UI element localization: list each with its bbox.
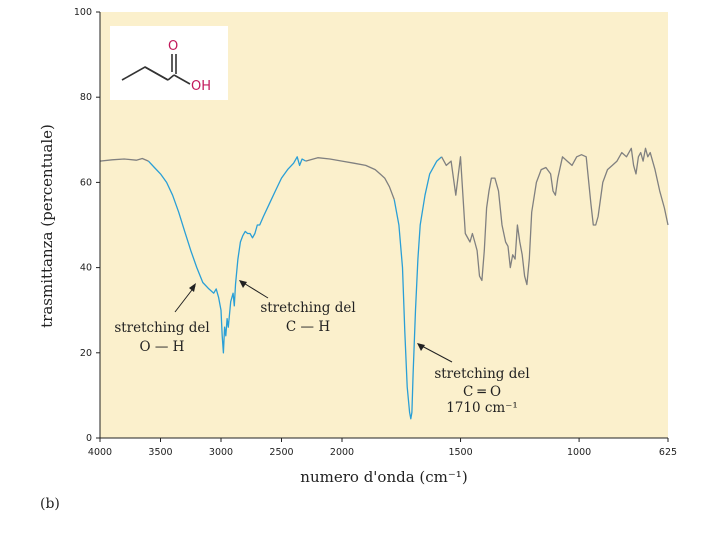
annotation-co-line2: C ═ O [463, 384, 501, 400]
annotation-co-line3: 1710 cm⁻¹ [446, 400, 518, 416]
x-tick-label-1500: 1500 [448, 447, 472, 458]
x-tick-label-1000: 1000 [567, 447, 591, 458]
x-tick-label-2500: 2500 [269, 447, 293, 458]
annotation-oh-arrowhead-icon [189, 283, 196, 292]
x-tick-label-4000: 4000 [88, 447, 112, 458]
series-line-segment-2 [305, 157, 395, 200]
series-line-segment-0 [99, 157, 149, 162]
hydroxyl-label: OH [191, 79, 211, 94]
c-c-bond-icon [144, 66, 169, 81]
x-tick-label-3500: 3500 [148, 447, 172, 458]
annotation-co: stretching del C ═ O 1710 cm⁻¹ [417, 343, 530, 416]
series-line-segment-3 [393, 156, 443, 420]
y-tick-label-20: 20 [80, 348, 92, 359]
annotation-oh-line1: stretching del [114, 320, 209, 336]
y-tick-label-100: 100 [74, 7, 92, 18]
molecule-inset: O OH [110, 26, 228, 100]
annotation-ch-line2: C — H [286, 319, 330, 335]
y-tick-label-80: 80 [80, 92, 92, 103]
y-tick-label-0: 0 [86, 433, 92, 444]
x-tick-label-625: 625 [659, 447, 677, 458]
annotation-ch: stretching del C — H [239, 280, 356, 335]
y-axis-title: trasmittanza (percentuale) [38, 124, 56, 328]
x-axis-title: numero d'onda (cm⁻¹) [300, 468, 467, 486]
series-layer [99, 147, 669, 420]
c-c-bond2-icon [167, 74, 175, 81]
annotation-oh: stretching del O — H [114, 283, 210, 355]
series-line-segment-1 [147, 156, 307, 354]
molecule-box [110, 26, 228, 100]
y-tick-label-60: 60 [80, 177, 92, 188]
annotation-ch-arrow [241, 281, 269, 299]
annotation-co-arrow [419, 344, 453, 363]
c-o-bond-icon [173, 74, 191, 85]
annotation-oh-line2: O — H [140, 339, 185, 355]
annotation-oh-arrow [174, 285, 196, 313]
x-tick-label-3000: 3000 [209, 447, 233, 458]
annotation-ch-arrowhead-icon [239, 280, 247, 288]
axis-layer: 0 20 40 60 80 100 4000 3500 3000 2500 2000 1500 1000… [74, 7, 677, 458]
x-tick-label-2000: 2000 [330, 447, 354, 458]
panel-label: (b) [40, 496, 60, 512]
annotation-co-arrowhead-icon [417, 343, 425, 351]
series-line-segment-4 [441, 147, 669, 286]
annotation-ch-line1: stretching del [260, 300, 355, 316]
carbonyl-oxygen-label: O [168, 39, 178, 54]
y-tick-label-40: 40 [80, 263, 92, 274]
annotation-co-line1: stretching del [434, 366, 529, 382]
